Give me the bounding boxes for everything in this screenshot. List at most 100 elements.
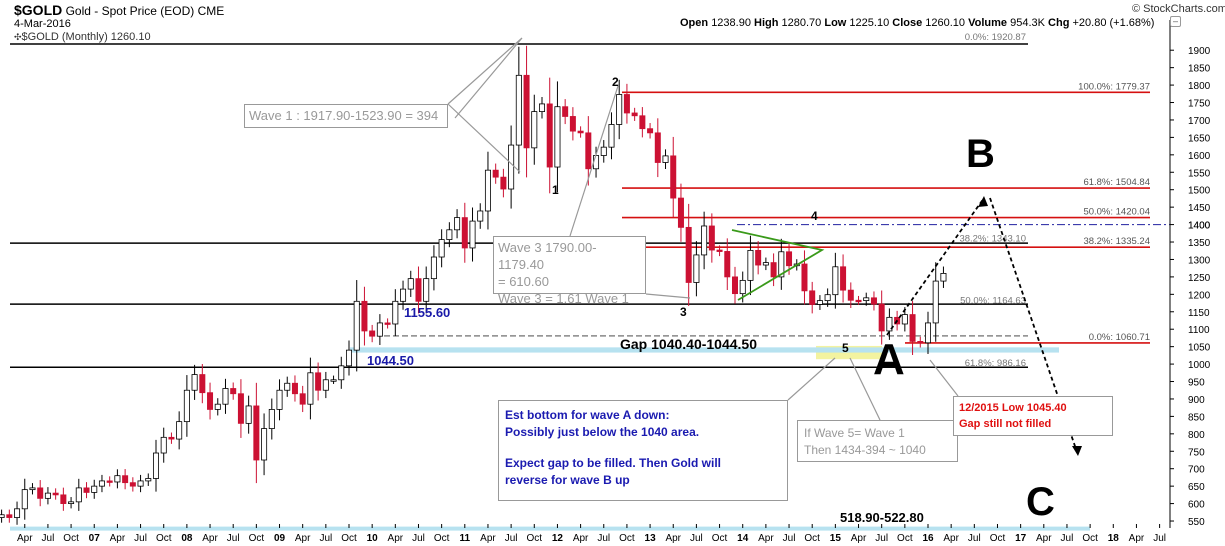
candle-body <box>546 103 553 168</box>
y-tick-label: 650 <box>1188 482 1205 493</box>
candle-body <box>677 197 684 228</box>
candle-body <box>940 273 947 282</box>
watermark: © StockCharts.com <box>1132 3 1225 15</box>
x-tick-label: Apr <box>388 533 404 544</box>
candle-body <box>608 124 615 148</box>
arrow-c-head <box>1072 446 1082 456</box>
fib-level-label: 38.2%: 1335.24 <box>1083 236 1150 247</box>
candle-body <box>647 128 654 134</box>
quote-volume: 954.3K <box>1010 17 1045 29</box>
candle-body <box>909 314 916 342</box>
candle-body <box>878 303 885 332</box>
candle-body <box>369 330 376 337</box>
quote-open: 1238.90 <box>711 17 751 29</box>
candle-body <box>29 487 36 491</box>
fib-retrace-label: 50.0%: 1164.63 <box>960 296 1026 307</box>
y-tick-label: 1400 <box>1188 221 1211 232</box>
candle-body <box>44 492 51 499</box>
fib-level-label: 50.0%: 1420.04 <box>1083 207 1150 218</box>
candle-body <box>492 169 499 178</box>
y-tick-label: 850 <box>1188 412 1205 423</box>
candle-body <box>477 210 484 222</box>
wave-label-3: 3 <box>680 305 687 319</box>
wave1-callout-lower <box>447 103 521 173</box>
x-tick-label: Jul <box>505 533 518 544</box>
x-tick-label: 12 <box>552 533 564 544</box>
symbol: $GOLD <box>14 2 63 18</box>
x-tick-label: Oct <box>341 533 357 544</box>
candle-body <box>37 487 44 499</box>
candle-body <box>21 489 28 510</box>
y-tick-label: 1650 <box>1188 133 1211 144</box>
candle-body <box>747 249 754 281</box>
candle-body <box>276 389 283 410</box>
candle-body <box>75 487 82 503</box>
candle-body <box>345 349 352 367</box>
collapse-icon[interactable]: – <box>1170 16 1181 27</box>
y-tick-label: 1550 <box>1188 168 1211 179</box>
candle-body <box>724 251 731 278</box>
x-tick-label: Oct <box>804 533 820 544</box>
candle-body <box>168 436 175 440</box>
x-tick-label: Apr <box>480 533 496 544</box>
x-tick-label: Jul <box>42 533 55 544</box>
candle-body <box>925 322 932 344</box>
quote-close: 1260.10 <box>925 17 966 29</box>
x-tick-label: 13 <box>645 533 657 544</box>
fib-level-label: 100.0%: 1779.37 <box>1078 81 1150 92</box>
wave-label-c: C <box>1026 480 1055 524</box>
candle-body <box>708 225 715 251</box>
candle-body <box>732 276 739 295</box>
candle-body <box>68 501 75 504</box>
candle-body <box>786 251 793 267</box>
candle-body <box>438 239 445 258</box>
candle-body <box>801 263 808 292</box>
price-tag-1400: 1400 <box>1188 221 1211 232</box>
candle-body <box>469 220 476 249</box>
wave-label-a: A <box>873 335 905 384</box>
y-tick-label: 1050 <box>1188 343 1211 354</box>
candle-body <box>392 300 399 325</box>
fib-retrace-label: 0.0%: 1920.87 <box>965 32 1026 43</box>
x-tick-label: 16 <box>922 533 934 544</box>
y-tick-label: 950 <box>1188 378 1205 389</box>
x-tick-label: Oct <box>434 533 450 544</box>
bottom-target-band <box>10 526 1090 531</box>
wave3-annotation: Wave 3 1790.00-1179.40 = 610.60 Wave 3 =… <box>493 236 646 306</box>
candle-body <box>322 379 329 391</box>
candle-body <box>253 405 260 461</box>
candle-body <box>129 482 136 487</box>
x-tick-label: 10 <box>367 533 379 544</box>
x-tick-label: 11 <box>460 533 471 544</box>
x-tick-label: Jul <box>1061 533 1074 544</box>
candle-body <box>778 251 785 278</box>
y-tick-label: 1800 <box>1188 81 1211 92</box>
candle-body <box>415 278 422 302</box>
x-tick-label: Jul <box>227 533 240 544</box>
candle-body <box>577 130 584 134</box>
y-tick-label: 1250 <box>1188 273 1211 284</box>
candle-body <box>824 294 831 302</box>
wave5-callout <box>849 357 881 421</box>
x-tick-label: Apr <box>1129 533 1145 544</box>
level-label-1044: 1044.50 <box>367 353 414 368</box>
wave1-callout-upper <box>447 37 523 119</box>
x-tick-label: Apr <box>573 533 589 544</box>
y-tick-label: 1350 <box>1188 238 1211 249</box>
candle-body <box>623 94 630 114</box>
candle-body <box>114 475 121 483</box>
candle-body <box>145 478 152 482</box>
wave1-annotation: Wave 1 : 1917.90-1523.90 = 394 <box>244 104 448 128</box>
y-tick-label: 800 <box>1188 430 1205 441</box>
note-callout <box>787 357 836 401</box>
x-tick-label: Apr <box>665 533 681 544</box>
candle-body <box>315 372 322 391</box>
level-label-1155: 1155.60 <box>404 305 450 320</box>
candle-body <box>407 278 414 290</box>
quote-high: 1280.70 <box>781 17 822 29</box>
fib-level-label: 0.0%: 1060.71 <box>1089 332 1150 343</box>
x-tick-label: 14 <box>737 533 749 544</box>
candle-body <box>816 300 823 305</box>
candle-body <box>932 280 939 324</box>
